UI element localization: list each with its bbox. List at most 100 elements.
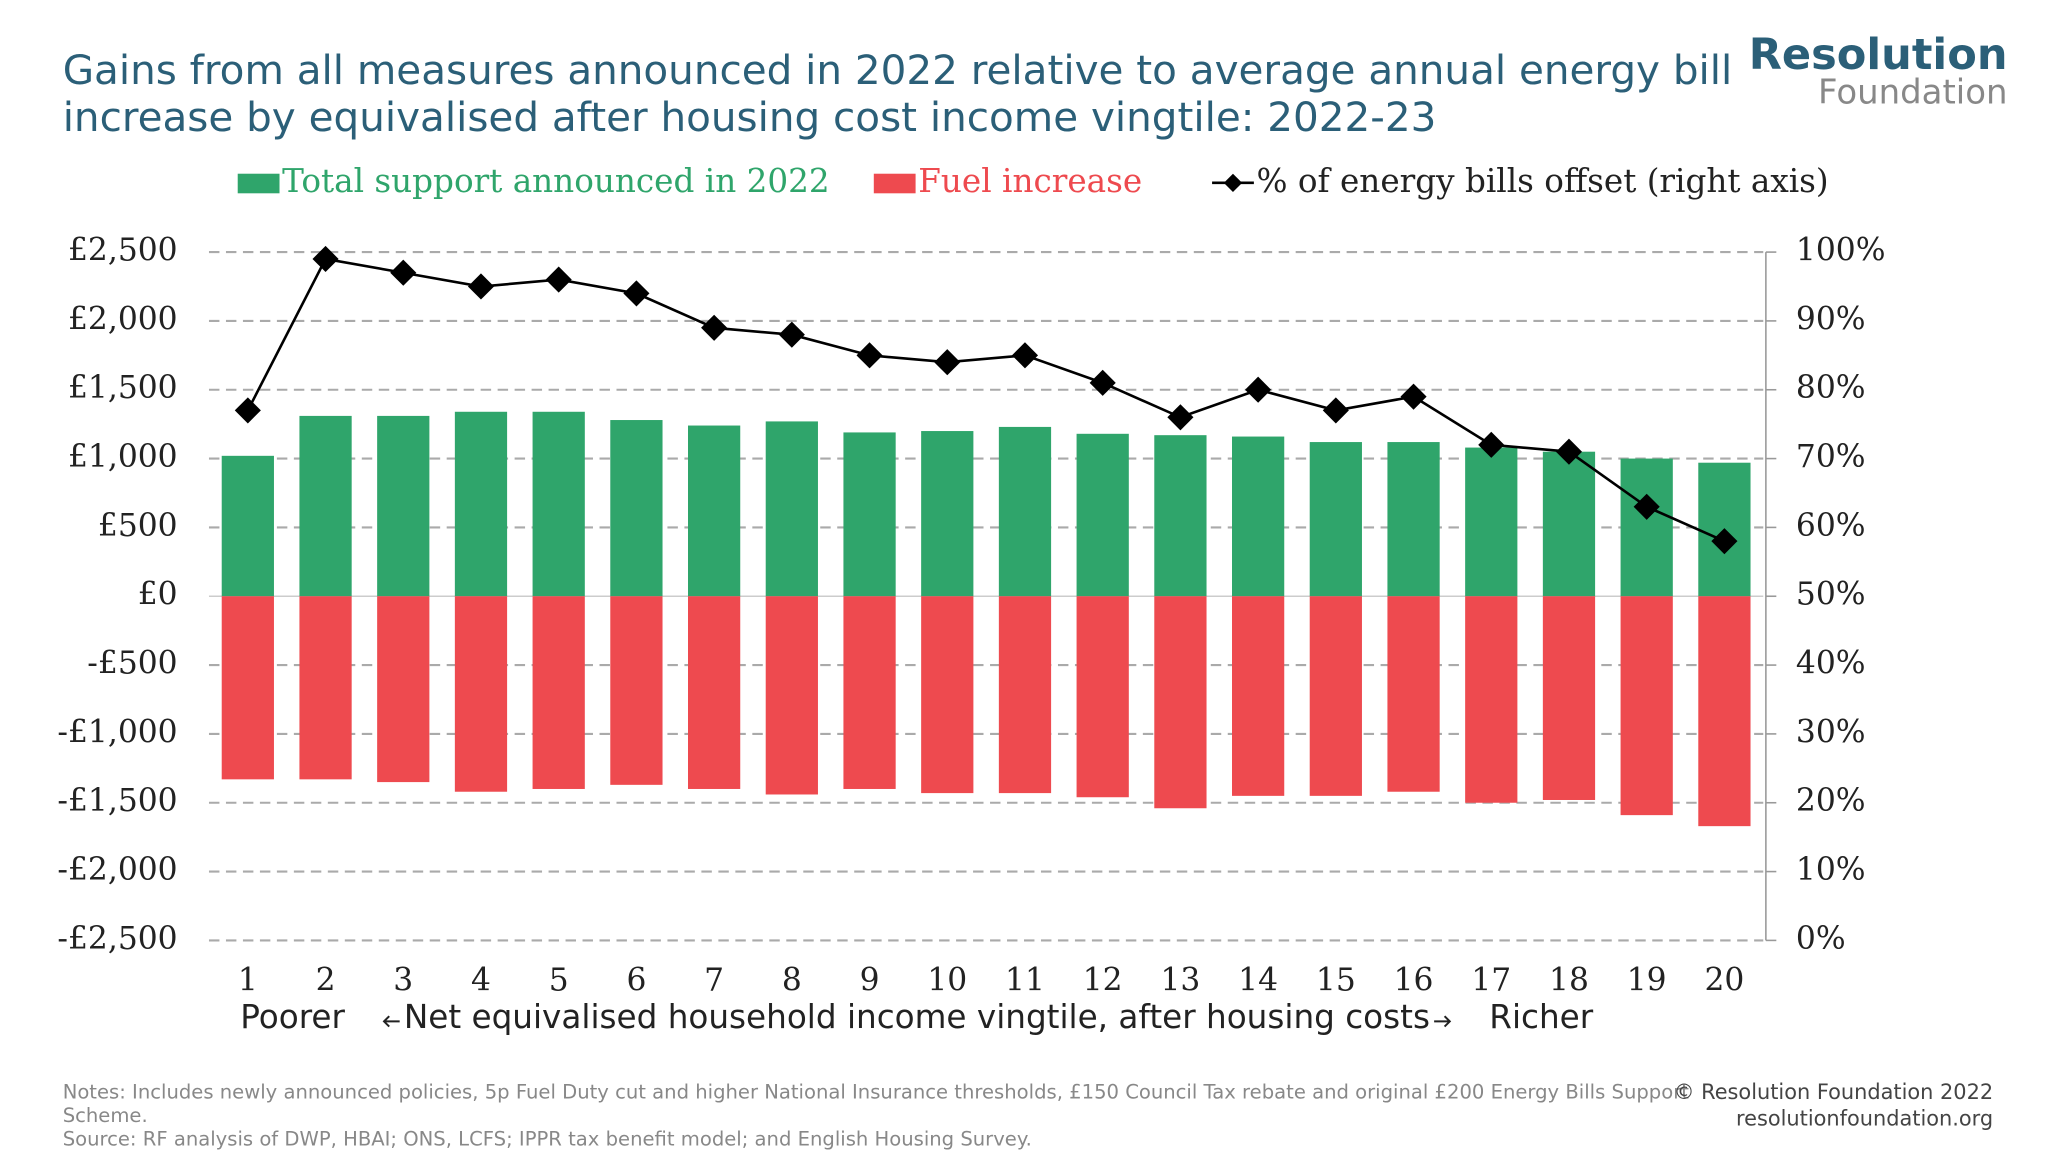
y2-tick-label: 50% xyxy=(1796,577,1866,613)
x-axis-label: Poorer xyxy=(240,998,345,1036)
x-tick-label: 10 xyxy=(927,963,967,999)
x-axis-label: Net equivalised household income vingtil… xyxy=(404,998,1430,1036)
bar xyxy=(921,431,974,597)
bar xyxy=(688,596,741,789)
bar xyxy=(1076,433,1129,597)
y-tick-label: -£1,000 xyxy=(57,714,177,750)
bar xyxy=(299,596,352,780)
x-tick-label: 6 xyxy=(626,963,646,999)
y2-tick-label: 60% xyxy=(1796,508,1866,544)
bar xyxy=(377,415,430,597)
marker xyxy=(1322,397,1349,424)
legend-label: Total support announced in 2022 xyxy=(282,162,830,200)
x-tick-label: 20 xyxy=(1704,963,1744,999)
bar xyxy=(921,596,974,794)
marker xyxy=(1400,383,1427,410)
bar xyxy=(843,596,896,789)
marker xyxy=(1011,342,1039,369)
bar xyxy=(843,432,896,597)
y2-tick-label: 80% xyxy=(1796,370,1866,406)
bar xyxy=(1309,442,1362,597)
marker xyxy=(1089,369,1116,396)
marker xyxy=(467,273,495,300)
marker xyxy=(312,245,339,273)
bar xyxy=(1387,442,1440,597)
x-tick-label: 3 xyxy=(393,963,413,999)
y-tick-label: £2,500 xyxy=(68,233,178,269)
logo: Resolution xyxy=(1749,30,2008,80)
legend-swatch xyxy=(873,173,916,194)
chart-title: Gains from all measures announced in 202… xyxy=(63,46,1733,94)
marker xyxy=(1167,404,1194,431)
bar xyxy=(1076,596,1129,798)
bar xyxy=(299,415,352,597)
marker xyxy=(701,314,728,341)
legend-label: Fuel increase xyxy=(918,162,1142,200)
x-tick-label: 13 xyxy=(1160,963,1200,999)
y-tick-label: £2,000 xyxy=(68,301,178,337)
x-tick-label: 4 xyxy=(471,963,491,999)
x-tick-label: 9 xyxy=(860,963,880,999)
bar xyxy=(454,596,508,792)
y-tick-label: -£2,000 xyxy=(57,852,177,888)
marker xyxy=(234,397,261,424)
y-tick-label: £0 xyxy=(138,577,178,613)
x-axis-label: Richer xyxy=(1489,998,1593,1036)
y2-tick-label: 100% xyxy=(1796,233,1886,269)
x-tick-label: 1 xyxy=(238,963,258,999)
y-tick-label: -£2,500 xyxy=(57,921,177,957)
arrow xyxy=(1434,1015,1452,1028)
marker xyxy=(1478,431,1505,458)
y-tick-label: -£500 xyxy=(87,646,177,682)
legend-label: % of energy bills offset (right axis) xyxy=(1256,162,1828,200)
x-tick-label: 2 xyxy=(316,963,336,999)
bar xyxy=(221,455,274,597)
marker xyxy=(1245,376,1272,403)
bar xyxy=(765,596,818,795)
marker xyxy=(623,280,650,307)
y2-tick-label: 30% xyxy=(1796,714,1866,750)
y-tick-label: £1,000 xyxy=(68,439,178,475)
chart-title: increase by equivalised after housing co… xyxy=(63,93,1437,141)
bar xyxy=(1154,435,1207,597)
bar xyxy=(1232,596,1285,796)
x-tick-label: 11 xyxy=(1005,963,1045,999)
y-tick-label: -£1,500 xyxy=(57,783,177,819)
marker xyxy=(778,321,805,348)
x-tick-label: 14 xyxy=(1238,963,1278,999)
notes: Scheme. xyxy=(63,1104,148,1127)
x-tick-label: 17 xyxy=(1471,963,1511,999)
bar xyxy=(1387,596,1440,792)
bar xyxy=(998,596,1052,794)
bar xyxy=(1542,596,1596,800)
x-tick-label: 8 xyxy=(782,963,802,999)
y-tick-label: £1,500 xyxy=(68,370,178,406)
x-tick-label: 19 xyxy=(1627,963,1667,999)
bar xyxy=(688,425,741,597)
y-tick-label: £500 xyxy=(98,508,178,544)
legend-swatch xyxy=(237,173,280,194)
marker xyxy=(1633,493,1660,520)
bar xyxy=(765,421,818,597)
marker xyxy=(545,266,572,293)
y2-tick-label: 90% xyxy=(1796,301,1866,337)
y2-tick-label: 20% xyxy=(1796,783,1866,819)
y2-tick-label: 70% xyxy=(1796,439,1866,475)
bar xyxy=(610,420,663,597)
marker xyxy=(934,349,961,376)
legend-swatch xyxy=(1223,173,1243,192)
x-tick-label: 16 xyxy=(1394,963,1434,999)
x-tick-label: 18 xyxy=(1549,963,1589,999)
bar xyxy=(1542,451,1596,597)
bar xyxy=(1620,596,1673,816)
marker xyxy=(856,342,883,369)
bar xyxy=(532,411,585,597)
bar xyxy=(532,596,585,789)
bar xyxy=(610,596,663,785)
bar xyxy=(1465,447,1518,597)
bar xyxy=(1154,596,1207,809)
x-tick-label: 7 xyxy=(704,963,724,999)
x-tick-label: 15 xyxy=(1316,963,1356,999)
x-tick-label: 12 xyxy=(1083,963,1123,999)
